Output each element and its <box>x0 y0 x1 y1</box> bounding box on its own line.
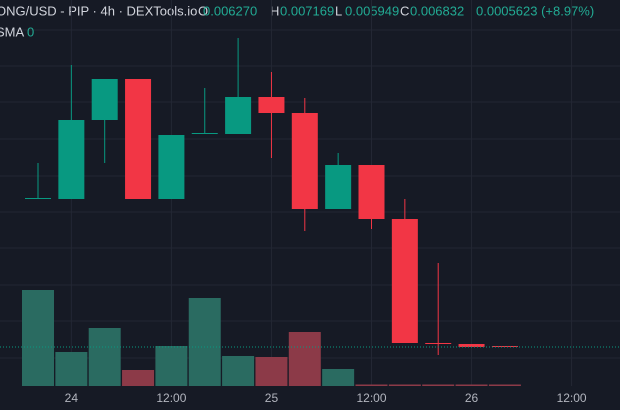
low-label: L <box>335 3 342 18</box>
change-value: 0.0005623 (+8.97%) <box>476 3 594 18</box>
volume-bar <box>488 384 521 386</box>
x-tick-label: 12:00 <box>156 391 186 405</box>
volume-bar <box>255 357 288 386</box>
volume-bar <box>122 370 155 386</box>
candle-layer <box>0 38 620 355</box>
candle-body <box>358 165 385 219</box>
candle-body <box>125 79 152 199</box>
volume-bar <box>388 384 421 386</box>
indicator-value: 0 <box>27 24 34 39</box>
x-tick-label: 26 <box>465 391 479 405</box>
candle-body <box>325 165 352 209</box>
symbol-title: ONG/USD - PIP · 4h · DEXTools.io <box>0 3 197 18</box>
volume-bar <box>88 328 121 386</box>
candle-body <box>291 113 318 209</box>
volume-layer <box>22 290 521 386</box>
candle-body <box>158 135 185 199</box>
volume-bar <box>322 369 355 386</box>
volume-bar <box>55 352 88 386</box>
volume-bar <box>188 298 221 386</box>
close-value: 0.006832 <box>410 3 464 18</box>
volume-bar <box>355 384 388 386</box>
indicator-name: SMA <box>0 24 25 39</box>
volume-bar <box>22 290 54 386</box>
candle-body <box>391 219 418 343</box>
low-value: 0.005949 <box>345 3 399 18</box>
candle-body <box>458 344 485 347</box>
candle-body <box>25 198 51 199</box>
volume-bar <box>455 384 488 386</box>
high-value: 0.007169 <box>280 3 334 18</box>
volume-bar <box>422 384 455 386</box>
volume-bar <box>222 356 255 386</box>
candle-body <box>258 97 285 113</box>
x-tick-label: 12:00 <box>557 391 587 405</box>
x-tick-label: 12:00 <box>356 391 386 405</box>
high-label: H <box>270 3 279 18</box>
candle-body <box>58 120 85 199</box>
x-tick-label: 25 <box>265 391 279 405</box>
close-label: C <box>400 3 409 18</box>
candle-body <box>91 79 118 120</box>
candle-body <box>191 133 218 134</box>
open-label: O <box>198 3 208 18</box>
volume-bar <box>288 332 321 386</box>
volume-bar <box>155 346 188 386</box>
candle-body <box>425 343 452 344</box>
open-value: 0.006270 <box>203 3 257 18</box>
x-tick-label: 24 <box>65 391 79 405</box>
candle-body <box>225 97 252 134</box>
